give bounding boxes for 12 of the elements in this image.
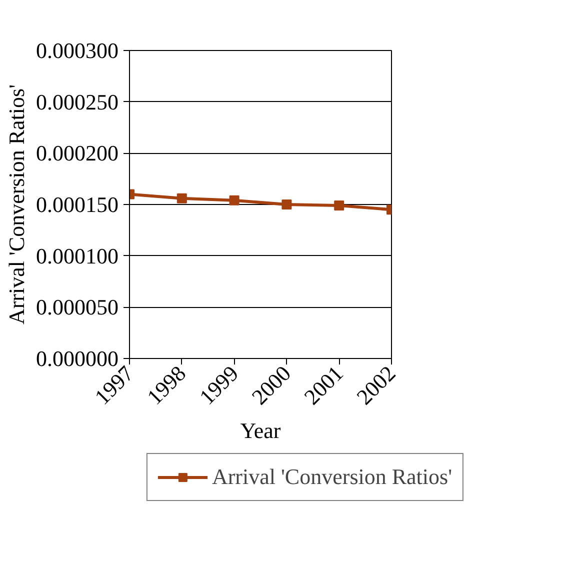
point (282, 200, 292, 210)
y-tick-label: 0.000000 (36, 346, 118, 371)
y-tick-label: 0.000100 (36, 243, 118, 268)
point (229, 195, 240, 206)
y-tick-label: 0.000200 (36, 140, 118, 166)
y-tick-label: 0.000250 (36, 89, 118, 114)
y-tick-label: 0.000150 (36, 192, 118, 217)
legend-label: Arrival 'Conversion Ratios' (212, 464, 452, 490)
x-axis-title: Year (240, 418, 282, 444)
y-tick-label: 0.000300 (36, 38, 118, 63)
y-tick-label: 0.000050 (36, 294, 118, 320)
y-axis-title: Arrival 'Conversion Ratios' (4, 84, 29, 325)
